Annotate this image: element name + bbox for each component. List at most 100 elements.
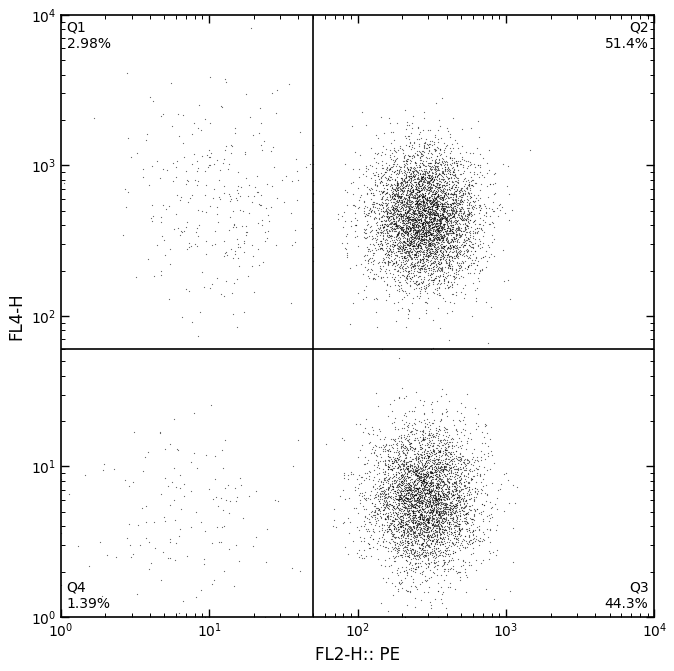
Point: [408, 180, 419, 191]
Point: [452, 541, 462, 552]
Point: [398, 460, 408, 470]
Point: [437, 497, 448, 508]
Point: [408, 217, 419, 228]
Point: [433, 257, 443, 268]
Point: [419, 421, 430, 432]
Point: [404, 243, 415, 254]
Point: [459, 505, 470, 516]
Point: [382, 467, 393, 478]
Point: [440, 543, 451, 554]
Point: [458, 282, 468, 293]
Point: [446, 470, 457, 481]
Point: [417, 537, 427, 548]
Point: [407, 549, 418, 560]
Point: [413, 502, 424, 513]
Point: [433, 227, 444, 238]
Point: [473, 160, 484, 171]
Point: [390, 454, 400, 465]
Point: [464, 207, 475, 218]
Point: [417, 484, 427, 495]
Point: [446, 176, 457, 187]
Point: [456, 213, 467, 223]
Point: [421, 235, 432, 246]
Point: [420, 213, 431, 224]
Point: [406, 253, 417, 264]
Point: [427, 205, 438, 215]
Point: [355, 488, 365, 499]
Point: [368, 207, 379, 217]
Point: [418, 155, 429, 166]
Point: [454, 477, 465, 488]
Point: [408, 171, 419, 182]
Point: [423, 183, 433, 193]
Point: [407, 517, 418, 527]
Point: [437, 476, 448, 487]
Point: [433, 169, 443, 180]
Point: [450, 499, 460, 509]
Point: [222, 250, 233, 260]
Point: [438, 180, 449, 191]
Point: [425, 207, 435, 218]
Point: [462, 523, 472, 534]
Point: [448, 189, 458, 199]
Point: [389, 463, 400, 474]
Point: [408, 483, 419, 494]
Point: [152, 156, 162, 167]
Point: [415, 240, 425, 251]
Point: [394, 499, 404, 510]
Point: [442, 508, 453, 519]
Point: [464, 215, 475, 225]
Point: [422, 176, 433, 187]
Point: [389, 189, 400, 200]
Point: [402, 270, 412, 281]
Point: [438, 468, 449, 479]
Point: [435, 535, 446, 546]
Point: [423, 484, 434, 495]
Point: [164, 259, 175, 270]
Point: [436, 520, 447, 531]
Point: [450, 489, 460, 500]
Point: [214, 165, 225, 176]
Point: [448, 273, 459, 284]
Point: [413, 493, 424, 504]
Point: [420, 490, 431, 501]
Point: [445, 225, 456, 236]
Point: [410, 414, 421, 425]
Point: [410, 214, 421, 225]
Point: [427, 197, 438, 208]
Point: [383, 473, 394, 484]
Point: [460, 501, 471, 511]
Point: [396, 162, 406, 173]
Point: [436, 231, 447, 242]
Point: [448, 203, 458, 214]
Point: [483, 165, 494, 176]
Point: [419, 533, 430, 544]
Point: [401, 222, 412, 233]
Point: [446, 562, 456, 573]
Point: [450, 172, 461, 183]
Point: [307, 188, 318, 199]
Point: [455, 526, 466, 537]
Point: [431, 201, 442, 212]
Point: [450, 517, 461, 527]
Point: [385, 145, 396, 156]
Point: [401, 544, 412, 555]
Point: [429, 490, 440, 501]
Point: [470, 403, 481, 413]
Point: [415, 254, 426, 264]
Point: [393, 392, 404, 403]
Point: [445, 240, 456, 251]
Point: [423, 206, 433, 217]
Point: [388, 482, 398, 493]
Point: [444, 166, 455, 177]
Point: [396, 497, 407, 508]
Point: [419, 204, 430, 215]
Point: [461, 223, 472, 234]
Point: [408, 170, 419, 181]
Point: [435, 206, 446, 217]
Point: [361, 292, 372, 303]
Point: [427, 266, 438, 277]
Point: [455, 489, 466, 500]
Point: [479, 535, 490, 546]
Point: [420, 418, 431, 429]
